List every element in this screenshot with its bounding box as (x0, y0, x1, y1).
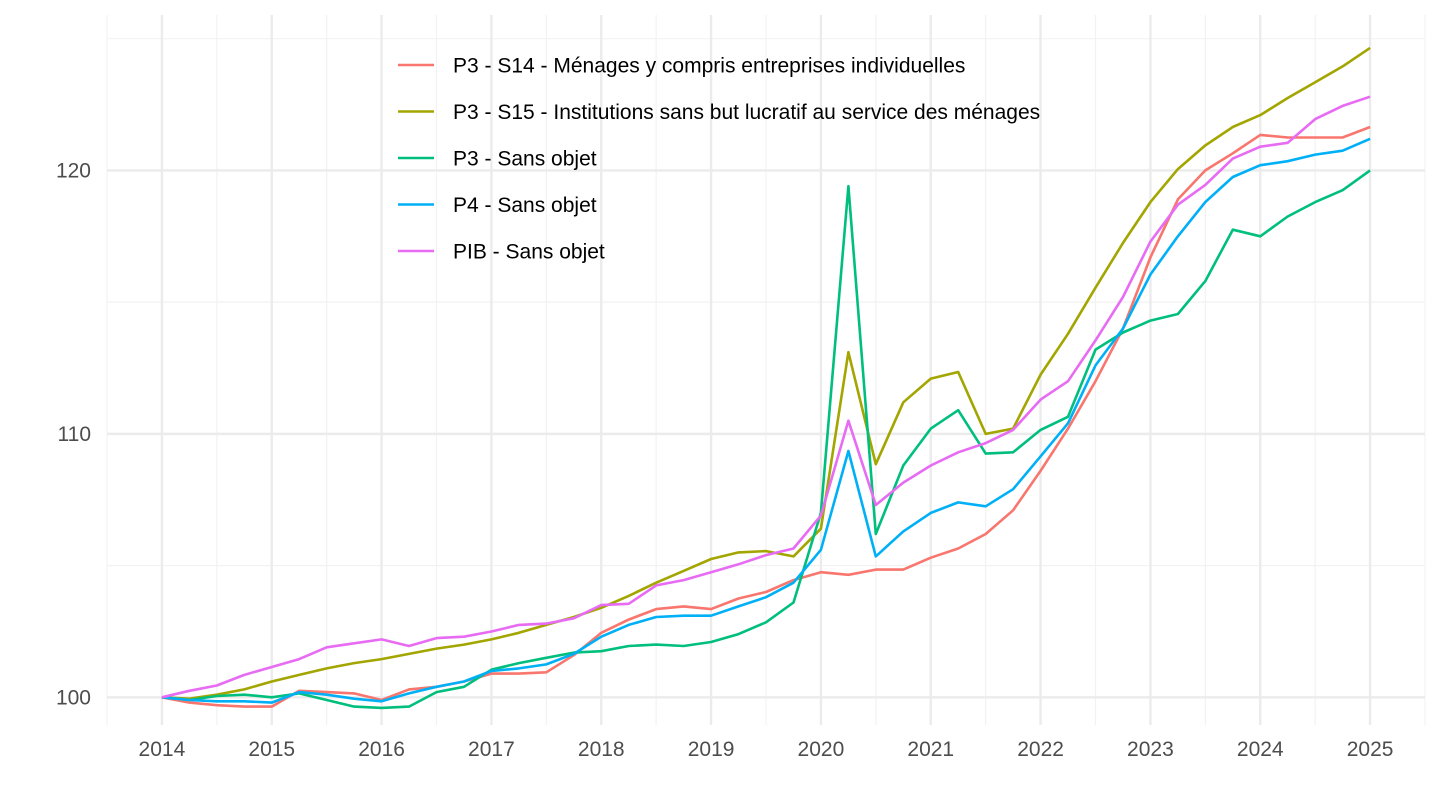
legend-item: P3 - Sans objet (398, 148, 597, 171)
legend-item: PIB - Sans objet (398, 241, 605, 264)
x-tick-label: 2016 (358, 738, 405, 761)
legend-label: P3 - Sans objet (453, 148, 597, 171)
x-tick-label: 2021 (907, 738, 954, 761)
y-tick-label: 100 (56, 686, 91, 709)
legend-label: P3 - S15 - Institutions sans but lucrati… (453, 101, 1040, 124)
y-tick-label: 120 (56, 159, 91, 182)
legend-label: P4 - Sans objet (453, 194, 597, 217)
series-line-2 (161, 46, 1371, 701)
x-tick-label: 2015 (248, 738, 295, 761)
legend-item: P4 - Sans objet (398, 194, 597, 217)
x-tick-label: 2018 (578, 738, 625, 761)
series-line-5 (161, 95, 1371, 699)
series-line-3 (161, 169, 1371, 710)
x-tick-label: 2024 (1237, 738, 1284, 761)
x-tick-label: 2017 (468, 738, 515, 761)
x-tick-label: 2019 (688, 738, 735, 761)
legend-label: P3 - S14 - Ménages y compris entreprises… (453, 55, 965, 78)
legend-item: P3 - S15 - Institutions sans but lucrati… (398, 101, 1040, 124)
grid-major (107, 15, 1425, 725)
x-tick-label: 2023 (1127, 738, 1174, 761)
grid-minor (106, 15, 1426, 725)
y-tick-label: 110 (58, 423, 91, 446)
series-line-4 (161, 137, 1371, 704)
y-axis-labels: 100 110 120 (56, 159, 91, 709)
x-tick-label: 2020 (798, 738, 845, 761)
legend-label: PIB - Sans objet (453, 241, 605, 264)
legend: P3 - S14 - Ménages y compris entreprises… (398, 55, 1040, 264)
series-lines (161, 46, 1371, 710)
x-axis-labels: 2014 2015 2016 2017 2018 2019 2020 2021 2022 2023… (139, 738, 1394, 761)
x-tick-label: 2025 (1347, 738, 1394, 761)
x-tick-label: 2014 (139, 738, 186, 761)
legend-item: P3 - S14 - Ménages y compris entreprises… (398, 55, 965, 78)
x-tick-label: 2022 (1017, 738, 1064, 761)
